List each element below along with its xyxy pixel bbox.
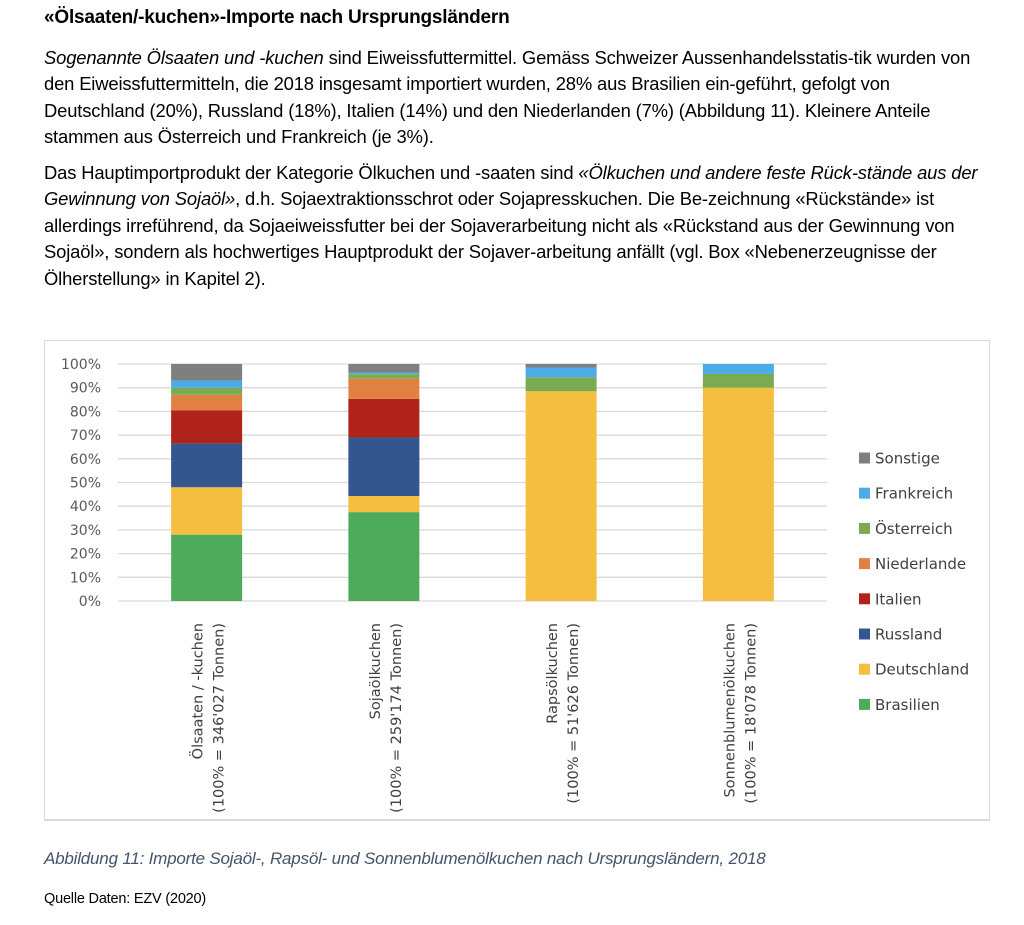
stacked-bar-chart: 0% 10% 20% 30% 40% 50% 60% 70% 80% 90% 100% Ölsaat… (61, 357, 969, 813)
bar-segment-frankreich (348, 372, 420, 375)
x-axis-labels: Ölsaaten / -kuchen (100% = 346'027 Tonnen… (189, 623, 760, 813)
y-tick-label: 50% (70, 476, 101, 492)
x-category-label: Ölsaaten / -kuchen (100% = 346'027 Tonnen… (189, 623, 228, 813)
y-tick-label: 100% (61, 357, 101, 373)
bar-segment-russland (171, 443, 243, 488)
section-heading: «Ölsaaten/-kuchen»-Importe nach Ursprung… (44, 7, 510, 28)
bar-segment-deutschland (525, 391, 597, 601)
bars (171, 364, 774, 601)
bar-segment-sonstige (171, 364, 243, 381)
bar-segment-frankreich (702, 364, 774, 374)
legend-swatch (859, 698, 870, 710)
bar-segment-österreich (702, 373, 774, 388)
y-tick-label: 30% (70, 523, 101, 539)
bar-segment-frankreich (525, 367, 597, 378)
bar-segment-brasilien (171, 534, 243, 601)
y-tick-label: 90% (70, 381, 101, 397)
legend-label: Brasilien (875, 696, 940, 714)
x-category-name: Sojaölkuchen (368, 623, 384, 719)
legend-label: Niederlande (875, 555, 966, 573)
y-tick-label: 0% (79, 594, 101, 610)
bar-segment-niederlande (348, 378, 420, 399)
bar-segment-niederlande (171, 394, 243, 411)
bar-segment-russland (348, 437, 420, 497)
bar-segment-deutschland (348, 496, 420, 513)
paragraph-1-text: sind Eiweissfuttermittel. Gemäss Schweiz… (44, 47, 971, 148)
bar-segment-deutschland (171, 487, 243, 535)
x-category-label: Rapsölkuchen (100% = 51'626 Tonnen) (545, 623, 582, 804)
legend-swatch (859, 452, 870, 464)
x-category-total: (100% = 346'027 Tonnen) (212, 623, 228, 813)
y-tick-label: 10% (70, 570, 101, 586)
bar-segment-österreich (171, 387, 243, 395)
legend-label: Italien (875, 590, 922, 608)
legend-label: Österreich (875, 519, 953, 538)
y-tick-label: 80% (70, 404, 101, 420)
legend-swatch (859, 593, 870, 605)
legend-swatch (859, 487, 870, 499)
x-category-total: (100% = 51'626 Tonnen) (566, 623, 582, 804)
paragraph-2: Das Hauptimportprodukt der Kategorie Ölk… (44, 160, 994, 292)
x-category-label: Sojaölkuchen (100% = 259'174 Tonnen) (368, 623, 405, 813)
bar-segment-österreich (348, 374, 420, 379)
bar-segment-sonstige (348, 364, 420, 373)
paragraph-1: Sogenannte Ölsaaten und -kuchen sind Eiw… (44, 45, 994, 151)
paragraph-2-text-before: Das Hauptimportprodukt der Kategorie Ölk… (44, 162, 579, 183)
y-tick-label: 40% (70, 499, 101, 515)
paragraph-2-italic-quote: «Ölkuchen und andere feste Rück-stände a… (44, 162, 978, 210)
bar-segment-brasilien (348, 512, 420, 601)
legend-label: Deutschland (875, 661, 969, 679)
legend: Sonstige Frankreich Österreich Niederlande I… (859, 450, 969, 714)
x-category-name: Sonnenblumenölkuchen (722, 623, 738, 798)
y-axis-ticks: 0% 10% 20% 30% 40% 50% 60% 70% 80% 90% 100% (61, 357, 101, 610)
x-category-total: (100% = 259'174 Tonnen) (389, 623, 405, 813)
legend-swatch (859, 522, 870, 534)
x-category-name: Rapsölkuchen (545, 623, 561, 724)
legend-label: Frankreich (875, 485, 953, 503)
paragraph-2-text-after: , d.h. Sojaextraktionsschrot oder Sojapr… (44, 188, 955, 289)
x-category-name: Ölsaaten / -kuchen (189, 623, 207, 759)
x-category-label: Sonnenblumenölkuchen (100% = 18'078 Tonne… (722, 623, 759, 804)
y-tick-label: 20% (70, 547, 101, 563)
chart-frame: 0% 10% 20% 30% 40% 50% 60% 70% 80% 90% 100% Ölsaat… (44, 340, 990, 821)
figure-caption: Abbildung 11: Importe Sojaöl-, Rapsöl- u… (44, 849, 766, 868)
x-category-total: (100% = 18'078 Tonnen) (743, 623, 759, 804)
legend-swatch (859, 663, 870, 675)
bar-segment-deutschland (702, 387, 774, 601)
legend-label: Russland (875, 626, 942, 644)
paragraph-1-italic-lead: Sogenannte Ölsaaten und -kuchen (44, 47, 324, 68)
bar-segment-italien (171, 410, 243, 444)
legend-label: Sonstige (875, 450, 940, 468)
bar-segment-sonstige (525, 364, 597, 368)
y-tick-label: 60% (70, 452, 101, 468)
data-source: Quelle Daten: EZV (2020) (44, 891, 207, 907)
y-tick-label: 70% (70, 428, 101, 444)
legend-swatch (859, 558, 870, 570)
bar-segment-italien (348, 398, 420, 438)
bar-segment-frankreich (171, 380, 243, 388)
legend-swatch (859, 628, 870, 640)
bar-segment-österreich (525, 377, 597, 392)
